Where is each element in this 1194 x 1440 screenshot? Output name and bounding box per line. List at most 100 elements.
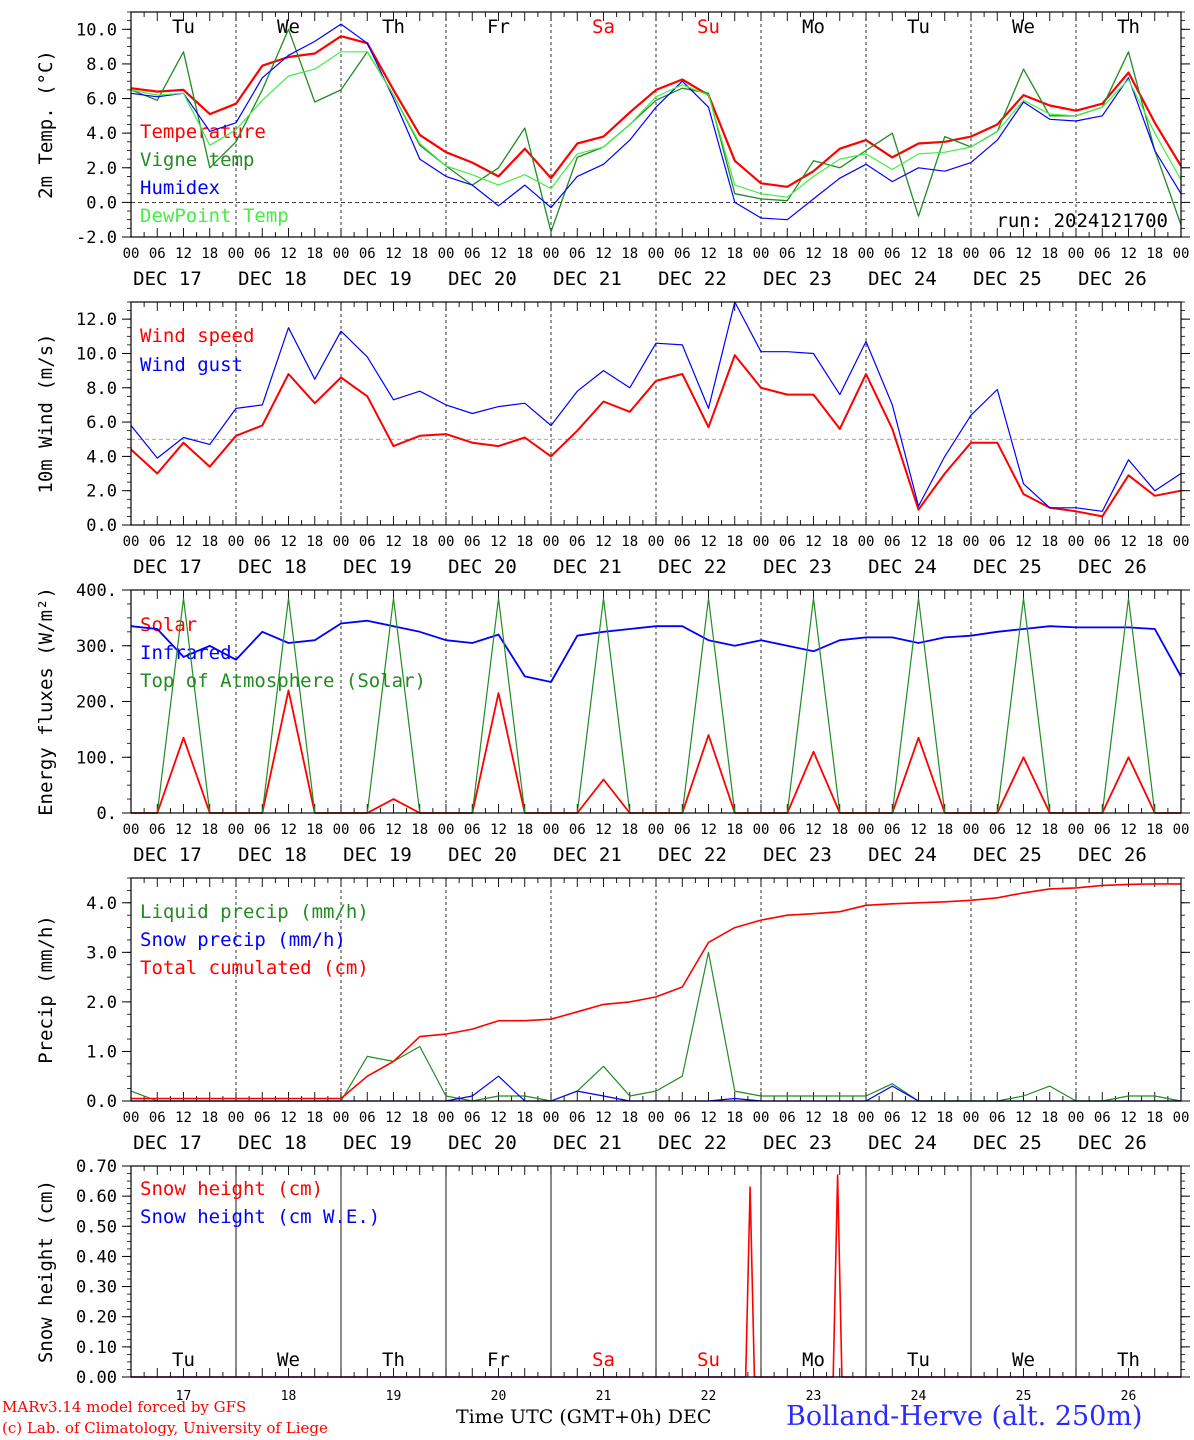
x-date-label: DEC 21 <box>553 268 622 290</box>
x-hour-label: 18 <box>306 822 323 838</box>
x-axis-title: Time UTC (GMT+0h) DEC <box>456 1406 711 1428</box>
x-hour-label: 00 <box>858 246 875 262</box>
series-line-total-cumulated-cm <box>131 883 1181 1100</box>
x-hour-label: 00 <box>123 534 140 550</box>
x-hour-label: 12 <box>805 246 822 262</box>
x-hour-label: 00 <box>123 1110 140 1126</box>
x-hour-label: 18 <box>306 1110 323 1126</box>
x-hour-label: 18 <box>936 1110 953 1126</box>
y-tick-label: 200. <box>76 693 117 713</box>
y-tick-label: 2.0 <box>86 482 117 502</box>
x-hour-label: 12 <box>1015 822 1032 838</box>
x-hour-label: 06 <box>149 822 166 838</box>
y-tick-label: 10.0 <box>76 20 117 40</box>
legend-entry: Infrared <box>140 642 232 664</box>
x-hour-label: 12 <box>1015 534 1032 550</box>
x-hour-label: 18 <box>831 246 848 262</box>
weekday-label: Tu <box>172 16 195 38</box>
x-hour-label: 18 <box>201 1110 218 1126</box>
x-hour-label: 06 <box>464 534 481 550</box>
weekday-label: Su <box>697 16 720 38</box>
x-hour-label: 12 <box>490 534 507 550</box>
x-hour-label: 00 <box>438 246 455 262</box>
x-hour-label: 12 <box>490 246 507 262</box>
weekday-label: Th <box>1117 16 1140 38</box>
x-date-label: DEC 25 <box>973 844 1042 866</box>
x-hour-label: 06 <box>674 1110 691 1126</box>
x-hour-label: 06 <box>464 1110 481 1126</box>
legend-entry: Snow height (cm) <box>140 1178 323 1200</box>
x-hour-label: 12 <box>910 822 927 838</box>
x-hour-label: 00 <box>1173 246 1190 262</box>
x-day-number: 23 <box>806 1389 822 1404</box>
x-hour-label: 18 <box>411 1110 428 1126</box>
x-day-number: 19 <box>386 1389 402 1404</box>
x-hour-label: 00 <box>1068 246 1085 262</box>
plot-frame <box>130 301 1182 526</box>
y-tick-label: 0.20 <box>76 1308 117 1328</box>
x-date-label: DEC 26 <box>1078 556 1147 578</box>
y-tick-label: 100. <box>76 748 117 768</box>
x-date-label: DEC 17 <box>133 556 202 578</box>
x-date-label: DEC 18 <box>238 1132 307 1154</box>
x-date-label: DEC 18 <box>238 268 307 290</box>
legend-entry: Wind speed <box>140 325 254 347</box>
x-hour-label: 12 <box>805 822 822 838</box>
x-date-label: DEC 19 <box>343 556 412 578</box>
x-hour-label: 18 <box>936 246 953 262</box>
x-hour-label: 00 <box>333 822 350 838</box>
x-hour-label: 00 <box>438 534 455 550</box>
legend-entry: Liquid precip (mm/h) <box>140 901 369 923</box>
x-date-label: DEC 17 <box>133 844 202 866</box>
x-hour-label: 00 <box>858 534 875 550</box>
x-hour-label: 18 <box>621 534 638 550</box>
x-hour-label: 00 <box>123 822 140 838</box>
legend-entry: Top of Atmosphere (Solar) <box>140 670 426 692</box>
x-hour-label: 00 <box>753 822 770 838</box>
x-hour-label: 12 <box>385 822 402 838</box>
x-hour-label: 18 <box>621 822 638 838</box>
weekday-label: Tu <box>172 1349 195 1371</box>
x-hour-label: 00 <box>438 822 455 838</box>
x-hour-label: 06 <box>989 822 1006 838</box>
x-hour-label: 12 <box>910 246 927 262</box>
weekday-label: Th <box>382 1349 405 1371</box>
legend-entry: Snow precip (mm/h) <box>140 929 346 951</box>
x-hour-label: 06 <box>884 246 901 262</box>
x-hour-label: 12 <box>700 1110 717 1126</box>
series-line-infrared <box>130 619 1182 683</box>
x-hour-label: 00 <box>543 534 560 550</box>
x-hour-label: 12 <box>280 246 297 262</box>
y-tick-label: 4.0 <box>86 124 117 144</box>
y-tick-label: -2.0 <box>76 228 117 248</box>
x-date-label: DEC 18 <box>238 844 307 866</box>
x-date-label: DEC 24 <box>868 268 937 290</box>
x-hour-label: 18 <box>831 1110 848 1126</box>
y-tick-label: 3.0 <box>86 943 117 963</box>
x-hour-label: 18 <box>411 822 428 838</box>
x-hour-label: 18 <box>1146 534 1163 550</box>
x-date-label: DEC 24 <box>868 844 937 866</box>
x-hour-label: 12 <box>1015 246 1032 262</box>
weekday-label: Sa <box>592 16 615 38</box>
x-date-label: DEC 25 <box>973 1132 1042 1154</box>
x-hour-label: 18 <box>621 1110 638 1126</box>
y-tick-label: 1.0 <box>86 1042 117 1062</box>
x-hour-label: 00 <box>963 822 980 838</box>
x-hour-label: 12 <box>700 534 717 550</box>
y-tick-label: 0.0 <box>86 1092 117 1112</box>
x-hour-label: 12 <box>385 1110 402 1126</box>
x-day-number: 17 <box>176 1389 192 1404</box>
y-tick-label: 2.0 <box>86 159 117 179</box>
x-date-label: DEC 24 <box>868 556 937 578</box>
y-tick-label: 4.0 <box>86 894 117 914</box>
x-hour-label: 12 <box>175 534 192 550</box>
x-hour-label: 12 <box>1120 246 1137 262</box>
x-hour-label: 00 <box>228 1110 245 1126</box>
x-hour-label: 06 <box>1094 1110 1111 1126</box>
x-hour-label: 06 <box>569 246 586 262</box>
x-hour-label: 00 <box>333 246 350 262</box>
x-day-number: 24 <box>911 1389 927 1404</box>
x-hour-label: 12 <box>280 534 297 550</box>
